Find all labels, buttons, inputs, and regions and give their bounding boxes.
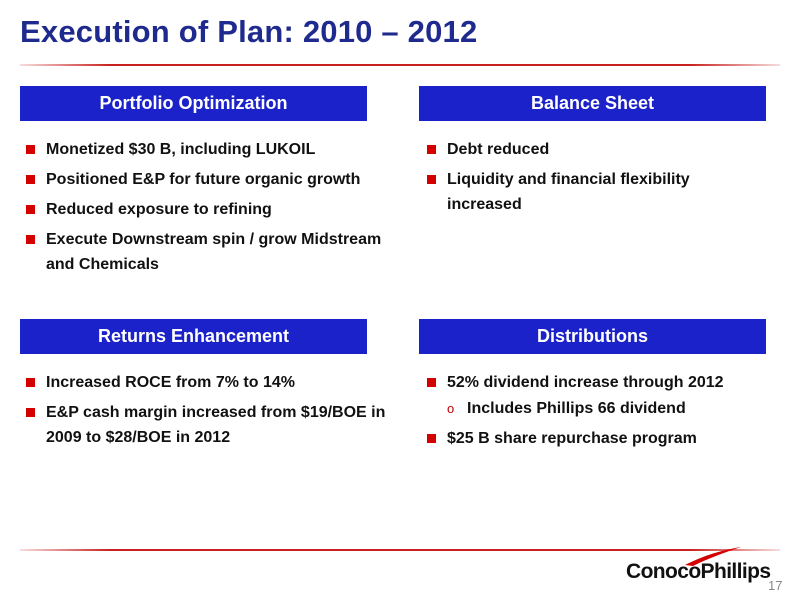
list-item: Execute Downstream spin / grow Midstream… (26, 227, 386, 277)
company-logo: ConocoPhillips (626, 560, 771, 583)
circle-bullet-icon: o (447, 401, 455, 416)
portfolio-optimization-list: Monetized $30 B, including LUKOIL Positi… (26, 137, 386, 282)
list-item: E&P cash margin increased from $19/BOE i… (26, 400, 396, 450)
square-bullet-icon (427, 378, 436, 387)
page-number: 17 (768, 578, 783, 593)
square-bullet-icon (26, 205, 35, 214)
square-bullet-icon (26, 175, 35, 184)
slide-title: Execution of Plan: 2010 – 2012 (20, 14, 478, 49)
list-item: 52% dividend increase through 2012 (427, 370, 777, 395)
returns-enhancement-header: Returns Enhancement (20, 319, 367, 354)
square-bullet-icon (427, 434, 436, 443)
title-divider (20, 64, 780, 66)
conocophillips-logo-mark-icon (685, 547, 741, 566)
square-bullet-icon (26, 145, 35, 154)
list-item: $25 B share repurchase program (427, 426, 777, 451)
square-bullet-icon (26, 378, 35, 387)
balance-sheet-header: Balance Sheet (419, 86, 766, 121)
square-bullet-icon (427, 175, 436, 184)
balance-sheet-list: Debt reduced Liquidity and financial fle… (427, 137, 737, 222)
square-bullet-icon (26, 235, 35, 244)
list-item: Positioned E&P for future organic growth (26, 167, 386, 192)
distributions-list: 52% dividend increase through 2012 o Incl… (427, 370, 777, 456)
footer-divider (20, 549, 780, 551)
list-item: Debt reduced (427, 137, 737, 162)
square-bullet-icon (427, 145, 436, 154)
list-item: Reduced exposure to refining (26, 197, 386, 222)
list-item: Increased ROCE from 7% to 14% (26, 370, 396, 395)
square-bullet-icon (26, 408, 35, 417)
list-item: Monetized $30 B, including LUKOIL (26, 137, 386, 162)
portfolio-optimization-header: Portfolio Optimization (20, 86, 367, 121)
list-item: Liquidity and financial flexibility incr… (427, 167, 737, 217)
distributions-header: Distributions (419, 319, 766, 354)
sub-list-item: o Includes Phillips 66 dividend (447, 396, 777, 421)
returns-enhancement-list: Increased ROCE from 7% to 14% E&P cash m… (26, 370, 396, 455)
